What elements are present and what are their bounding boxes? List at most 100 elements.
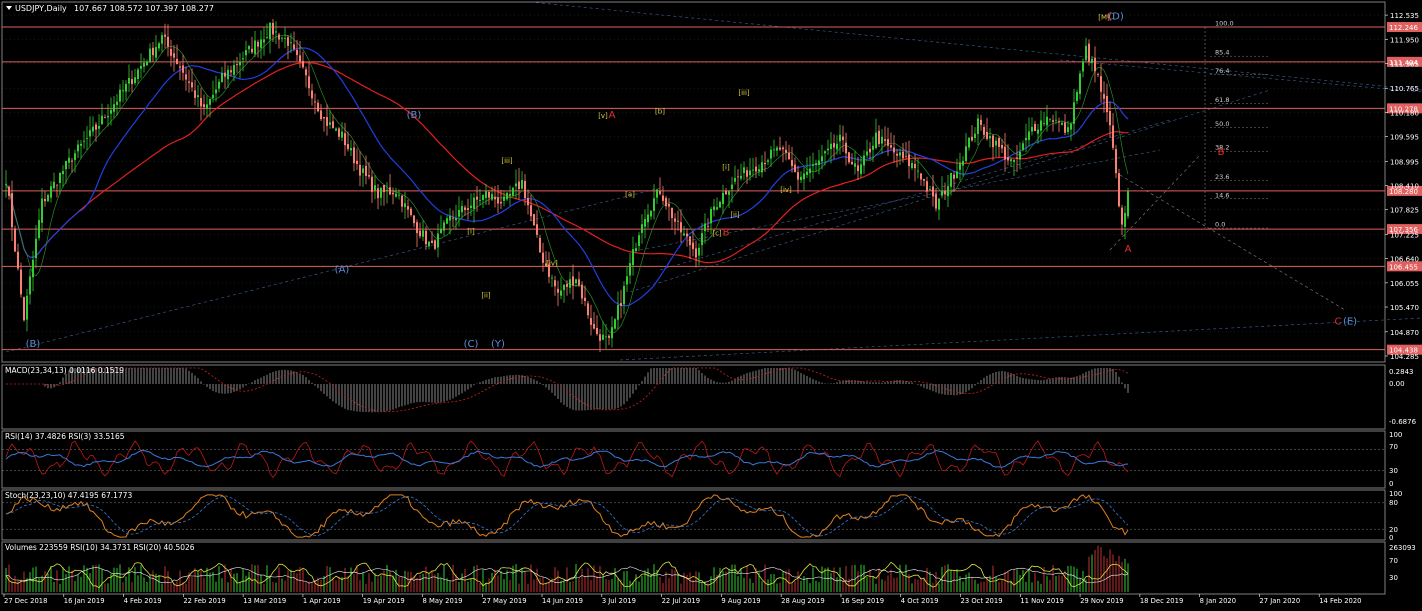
candle[interactable] [1049, 118, 1051, 123]
candle[interactable] [1103, 81, 1105, 113]
candle[interactable] [761, 155, 763, 178]
candle[interactable] [320, 104, 322, 122]
candle[interactable] [995, 136, 997, 157]
candle[interactable] [941, 176, 943, 199]
candle[interactable] [923, 178, 925, 187]
candle[interactable] [212, 80, 214, 103]
candle[interactable] [536, 210, 538, 238]
candle[interactable] [17, 243, 19, 271]
candle[interactable] [329, 110, 331, 129]
candle[interactable] [506, 191, 508, 201]
horizontal-levels-layer[interactable]: 112.246 111.404 110.278 108.280 107.356 106.4… [2, 22, 1422, 355]
candle[interactable] [1010, 157, 1012, 168]
candle[interactable] [1007, 144, 1009, 166]
candle[interactable] [317, 99, 319, 113]
candle[interactable] [53, 172, 55, 190]
candle[interactable] [197, 85, 199, 107]
candle[interactable] [797, 165, 799, 194]
candle[interactable] [1052, 114, 1054, 132]
candle[interactable] [758, 164, 760, 177]
candle[interactable] [332, 114, 334, 129]
candle[interactable] [986, 117, 988, 141]
candle[interactable] [677, 210, 679, 231]
candle[interactable] [1025, 123, 1027, 153]
candle[interactable] [1061, 121, 1063, 126]
candle[interactable] [998, 136, 1000, 158]
candle[interactable] [239, 53, 241, 79]
candle[interactable] [173, 44, 175, 72]
candle[interactable] [26, 289, 28, 332]
candle[interactable] [863, 150, 865, 174]
candle[interactable] [632, 236, 634, 276]
candle[interactable] [1073, 88, 1075, 135]
candle[interactable] [404, 191, 406, 220]
candle[interactable] [431, 231, 433, 244]
candle[interactable] [728, 190, 730, 208]
candle[interactable] [362, 164, 364, 187]
candle[interactable] [200, 87, 202, 121]
candle[interactable] [1043, 111, 1045, 127]
candle[interactable] [974, 127, 976, 143]
candle[interactable] [311, 83, 313, 106]
candle[interactable] [737, 169, 739, 192]
candle[interactable] [260, 30, 262, 59]
candle[interactable] [833, 134, 835, 159]
candle[interactable] [455, 204, 457, 231]
candle[interactable] [1091, 55, 1093, 72]
candle[interactable] [893, 135, 895, 163]
candle[interactable] [947, 174, 949, 208]
candle[interactable] [812, 152, 814, 179]
candle[interactable] [35, 224, 37, 269]
candle[interactable] [518, 167, 520, 200]
candle[interactable] [296, 39, 298, 62]
candle[interactable] [215, 75, 217, 102]
candle[interactable] [407, 199, 409, 218]
candle[interactable] [563, 284, 565, 303]
candle[interactable] [116, 93, 118, 116]
candle[interactable] [680, 209, 682, 243]
candle[interactable] [29, 269, 31, 305]
candle[interactable] [20, 262, 22, 298]
candle[interactable] [482, 194, 484, 209]
candle[interactable] [188, 69, 190, 93]
candle[interactable] [698, 243, 700, 266]
candle[interactable] [944, 182, 946, 201]
candle[interactable] [782, 145, 784, 163]
candle[interactable] [785, 141, 787, 161]
candle[interactable] [461, 200, 463, 219]
candle[interactable] [356, 148, 358, 170]
candle[interactable] [842, 125, 844, 153]
candle[interactable] [350, 140, 352, 157]
candle[interactable] [236, 56, 238, 73]
candle[interactable] [440, 215, 442, 234]
candle[interactable] [1001, 138, 1003, 154]
candle[interactable] [449, 208, 451, 235]
candle[interactable] [44, 191, 46, 207]
candle[interactable] [641, 214, 643, 244]
candle[interactable] [326, 104, 328, 136]
candle[interactable] [140, 53, 142, 78]
candle[interactable] [74, 149, 76, 173]
candle[interactable] [1034, 120, 1036, 132]
candle[interactable] [155, 34, 157, 62]
candle[interactable] [98, 114, 100, 136]
candle[interactable] [416, 219, 418, 248]
candle[interactable] [668, 198, 670, 221]
candle[interactable] [248, 45, 250, 54]
candle[interactable] [704, 213, 706, 244]
candle[interactable] [542, 242, 544, 272]
candle[interactable] [293, 31, 295, 52]
candle[interactable] [608, 334, 610, 346]
candle[interactable] [488, 189, 490, 205]
candle[interactable] [707, 218, 709, 232]
candle[interactable] [101, 103, 103, 125]
candle[interactable] [1085, 37, 1087, 62]
candle[interactable] [581, 281, 583, 305]
candle[interactable] [611, 316, 613, 348]
candle[interactable] [554, 275, 556, 296]
candle[interactable] [1097, 72, 1099, 78]
candle[interactable] [56, 184, 58, 198]
candle[interactable] [110, 97, 112, 126]
candle[interactable] [848, 151, 850, 165]
candle[interactable] [464, 205, 466, 216]
